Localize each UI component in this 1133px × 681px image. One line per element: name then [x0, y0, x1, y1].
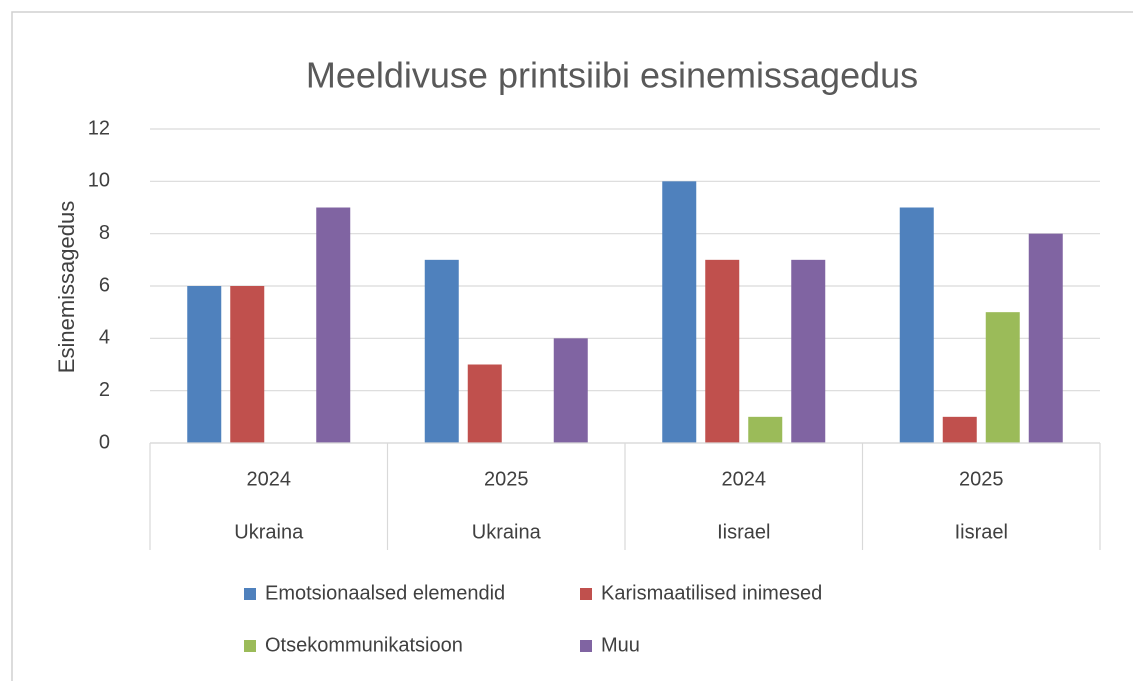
legend-swatch	[244, 588, 256, 600]
x-group-label: Iisrael	[955, 521, 1008, 543]
y-axis-label: Esinemissagedus	[54, 201, 79, 373]
bar	[748, 416, 783, 443]
legend-label: Otsekommunikatsioon	[265, 634, 463, 656]
y-tick-label: 6	[99, 274, 110, 296]
bar	[187, 286, 222, 443]
x-group-label: Iisrael	[717, 521, 770, 543]
x-group-label: Ukraina	[234, 521, 304, 543]
y-tick-label: 8	[99, 222, 110, 244]
bar	[316, 207, 351, 443]
legend-label: Karismaatilised inimesed	[601, 582, 822, 604]
y-tick-label: 4	[99, 327, 110, 349]
x-tick-label: 2025	[959, 468, 1004, 490]
bar	[662, 181, 697, 444]
x-tick-label: 2024	[247, 468, 292, 490]
legend-label: Emotsionaalsed elemendid	[265, 582, 505, 604]
bar	[424, 259, 459, 443]
chart-title: Meeldivuse printsiibi esinemissagedus	[306, 55, 918, 96]
y-tick-label: 0	[99, 431, 110, 453]
legend-swatch	[580, 640, 592, 652]
legend-swatch	[580, 588, 592, 600]
bar	[899, 207, 934, 443]
legend-swatch	[244, 640, 256, 652]
bar	[467, 364, 502, 443]
legend-label: Muu	[601, 634, 640, 656]
bar	[985, 312, 1020, 443]
y-tick-label: 2	[99, 379, 110, 401]
x-tick-label: 2025	[484, 468, 529, 490]
bar	[230, 286, 265, 443]
chart-frame	[11, 11, 1133, 681]
x-group-label: Ukraina	[472, 521, 542, 543]
bar	[791, 259, 826, 443]
bar	[942, 416, 977, 443]
bar	[1028, 233, 1063, 443]
bar	[705, 259, 740, 443]
bar	[553, 338, 588, 443]
x-tick-label: 2024	[722, 468, 767, 490]
y-tick-label: 12	[88, 117, 110, 139]
y-tick-label: 10	[88, 170, 110, 192]
